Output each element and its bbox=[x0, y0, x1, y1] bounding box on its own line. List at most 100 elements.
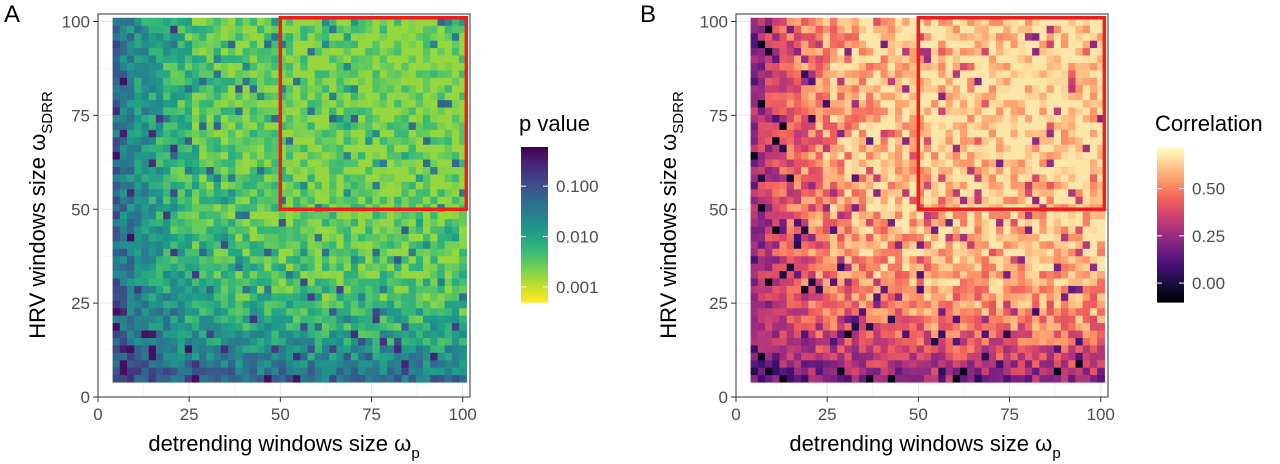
heatmap-cell bbox=[851, 32, 860, 41]
heatmap-cell bbox=[1082, 17, 1091, 26]
heatmap-cell bbox=[127, 92, 135, 101]
heatmap-cell bbox=[242, 166, 251, 175]
heatmap-cell bbox=[931, 255, 939, 264]
heatmap-cell bbox=[1075, 337, 1084, 346]
heatmap-cell bbox=[909, 203, 918, 212]
heatmap-cell bbox=[271, 203, 280, 212]
heatmap-cell bbox=[909, 17, 918, 26]
heatmap-cell bbox=[459, 17, 467, 26]
heatmap-cell bbox=[1089, 344, 1098, 353]
heatmap-cell bbox=[1068, 144, 1077, 153]
heatmap-cell bbox=[264, 292, 273, 301]
heatmap-cell bbox=[866, 54, 874, 63]
heatmap-cell bbox=[415, 114, 424, 123]
heatmap-cell bbox=[959, 106, 968, 115]
heatmap-cell bbox=[974, 25, 983, 34]
heatmap-cell bbox=[815, 114, 824, 123]
heatmap-cell bbox=[974, 248, 983, 257]
heatmap-cell bbox=[321, 62, 330, 71]
heatmap-cell bbox=[996, 77, 1004, 86]
heatmap-cell bbox=[336, 196, 345, 205]
heatmap-cell bbox=[321, 225, 330, 234]
x-tick-label: 0 bbox=[731, 405, 740, 424]
heatmap-cell bbox=[314, 40, 323, 49]
heatmap-cell bbox=[765, 69, 773, 78]
y-tick-label: 25 bbox=[71, 294, 90, 313]
heatmap-cell bbox=[1068, 352, 1077, 361]
heatmap-cell bbox=[938, 17, 947, 26]
heatmap-cell bbox=[1010, 285, 1019, 294]
heatmap-cell bbox=[916, 344, 925, 353]
heatmap-cell bbox=[786, 136, 795, 145]
heatmap-cell bbox=[134, 270, 143, 279]
heatmap-cell bbox=[119, 263, 128, 272]
heatmap-cell bbox=[314, 240, 323, 249]
heatmap-cell bbox=[278, 129, 287, 138]
heatmap-cell bbox=[757, 300, 766, 309]
heatmap-cell bbox=[300, 300, 309, 309]
heatmap-cell bbox=[314, 69, 323, 78]
heatmap-cell bbox=[880, 196, 889, 205]
heatmap-cell bbox=[1046, 144, 1055, 153]
heatmap-cell bbox=[163, 62, 171, 71]
heatmap-cell bbox=[112, 270, 121, 279]
heatmap-cell bbox=[1089, 151, 1098, 160]
heatmap-cell bbox=[793, 270, 802, 279]
heatmap-cell bbox=[830, 196, 838, 205]
heatmap-cell bbox=[314, 367, 323, 376]
heatmap-cell bbox=[358, 129, 366, 138]
heatmap-cell bbox=[1032, 173, 1040, 182]
heatmap-cell bbox=[386, 84, 395, 93]
heatmap-cell bbox=[967, 77, 975, 86]
heatmap-cell bbox=[765, 315, 773, 324]
heatmap-cell bbox=[177, 17, 186, 26]
heatmap-cell bbox=[329, 99, 337, 108]
heatmap-cell bbox=[1097, 315, 1105, 324]
heatmap-cell bbox=[822, 329, 831, 338]
heatmap-cell bbox=[916, 144, 925, 153]
heatmap-cell bbox=[184, 69, 193, 78]
heatmap-cell bbox=[959, 54, 968, 63]
heatmap-cell bbox=[300, 40, 309, 49]
heatmap-cell bbox=[1075, 40, 1084, 49]
heatmap-cell bbox=[415, 158, 424, 168]
heatmap-cell bbox=[401, 84, 410, 93]
heatmap-cell bbox=[192, 329, 200, 338]
heatmap-cell bbox=[851, 240, 860, 249]
heatmap-cell bbox=[249, 352, 258, 361]
heatmap-cell bbox=[293, 114, 301, 123]
heatmap-cell bbox=[959, 84, 968, 93]
heatmap-cell bbox=[981, 196, 990, 205]
heatmap-cell bbox=[423, 106, 431, 115]
heatmap-cell bbox=[858, 352, 867, 361]
heatmap-cell bbox=[163, 84, 171, 93]
heatmap-cell bbox=[365, 285, 374, 294]
heatmap-cell bbox=[772, 322, 781, 331]
heatmap-cell bbox=[127, 188, 135, 197]
heatmap-cell bbox=[837, 47, 846, 56]
heatmap-cell bbox=[909, 69, 918, 78]
heatmap-cell bbox=[256, 69, 265, 78]
heatmap-cell bbox=[1075, 315, 1084, 324]
heatmap-cell bbox=[822, 255, 831, 264]
heatmap-cell bbox=[1039, 77, 1048, 86]
heatmap-cell bbox=[177, 106, 186, 115]
heatmap-cell bbox=[974, 32, 983, 41]
heatmap-cell bbox=[1075, 225, 1084, 234]
heatmap-cell bbox=[1010, 359, 1019, 368]
heatmap-cell bbox=[285, 285, 294, 294]
heatmap-cell bbox=[408, 47, 417, 56]
heatmap-cell bbox=[170, 144, 179, 153]
heatmap-cell bbox=[127, 218, 135, 227]
heatmap-cell bbox=[321, 218, 330, 227]
heatmap-cell bbox=[779, 240, 788, 249]
heatmap-cell bbox=[974, 121, 983, 130]
heatmap-cell bbox=[220, 270, 229, 279]
heatmap-cell bbox=[192, 263, 200, 272]
heatmap-cell bbox=[141, 218, 150, 227]
heatmap-cell bbox=[271, 352, 280, 361]
heatmap-cell bbox=[779, 277, 788, 286]
heatmap-cell bbox=[801, 263, 809, 272]
heatmap-cell bbox=[996, 359, 1004, 368]
heatmap-cell bbox=[192, 121, 200, 130]
